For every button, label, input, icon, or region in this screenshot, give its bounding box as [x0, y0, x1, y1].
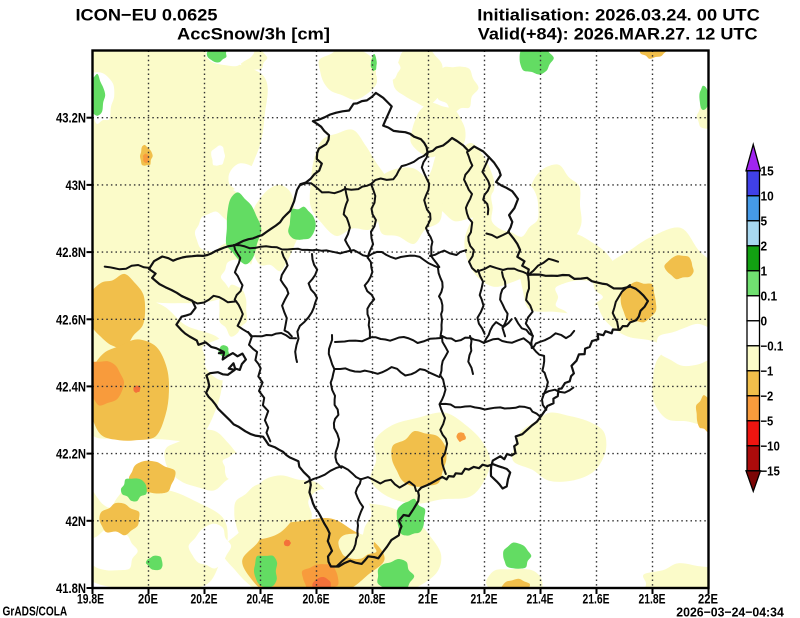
- svg-text:5: 5: [761, 214, 768, 229]
- svg-text:43.2N: 43.2N: [56, 111, 86, 126]
- svg-text:AccSnow/3h [cm]: AccSnow/3h [cm]: [177, 25, 330, 44]
- svg-text:22E: 22E: [698, 592, 718, 607]
- svg-text:19.8E: 19.8E: [77, 592, 104, 607]
- svg-text:15: 15: [761, 164, 774, 179]
- svg-text:21.6E: 21.6E: [583, 592, 610, 607]
- svg-text:21.4E: 21.4E: [527, 592, 554, 607]
- svg-text:20.2E: 20.2E: [191, 592, 218, 607]
- svg-text:20.4E: 20.4E: [247, 592, 274, 607]
- svg-text:−1: −1: [761, 364, 774, 379]
- svg-text:42N: 42N: [66, 514, 87, 529]
- svg-text:42.8N: 42.8N: [56, 245, 86, 260]
- svg-text:1: 1: [761, 264, 768, 279]
- svg-text:20.6E: 20.6E: [303, 592, 330, 607]
- svg-text:42.4N: 42.4N: [56, 379, 86, 394]
- svg-text:2026−03−24−04:34: 2026−03−24−04:34: [676, 604, 784, 618]
- svg-text:42.2N: 42.2N: [56, 447, 86, 462]
- svg-text:21.8E: 21.8E: [639, 592, 666, 607]
- svg-text:0.1: 0.1: [761, 289, 778, 304]
- svg-text:20.8E: 20.8E: [359, 592, 386, 607]
- svg-text:43N: 43N: [66, 178, 87, 193]
- svg-text:−5: −5: [761, 414, 774, 429]
- svg-text:−2: −2: [761, 389, 774, 404]
- svg-text:Valid(+84): 2026.MAR.27. 12: Valid(+84): 2026.MAR.27. 12 UTC: [478, 25, 758, 44]
- svg-text:41.8N: 41.8N: [56, 581, 86, 596]
- svg-text:42.6N: 42.6N: [56, 312, 86, 327]
- svg-text:2: 2: [761, 239, 768, 254]
- svg-text:21E: 21E: [418, 592, 438, 607]
- svg-text:−10: −10: [761, 439, 780, 454]
- svg-text:10: 10: [761, 189, 774, 204]
- svg-text:GrADS/COLA: GrADS/COLA: [3, 604, 68, 618]
- svg-text:20E: 20E: [138, 592, 158, 607]
- svg-text:21.2E: 21.2E: [471, 592, 498, 607]
- svg-text:−0.1: −0.1: [761, 339, 784, 354]
- svg-text:0: 0: [761, 314, 768, 329]
- svg-text:−15: −15: [761, 464, 780, 479]
- svg-text:Initialisation: 2026.03.24.: Initialisation: 2026.03.24. 00 UTC: [477, 5, 760, 24]
- svg-text:ICON−EU 0.0625: ICON−EU 0.0625: [76, 5, 218, 24]
